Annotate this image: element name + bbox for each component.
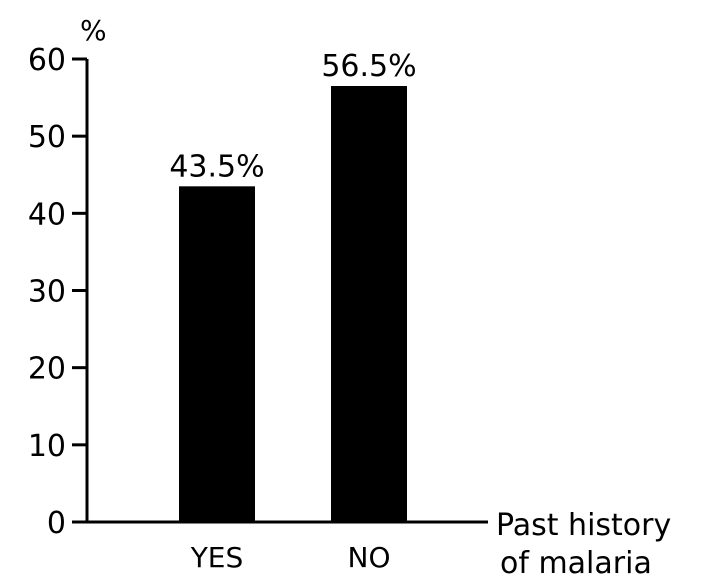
y-tick-label: 60 xyxy=(28,43,66,78)
y-tick-label: 20 xyxy=(28,352,66,387)
bar-yes xyxy=(179,186,255,522)
data-label: 56.5% xyxy=(321,49,416,84)
x-axis-title-line-1: Past history xyxy=(496,508,671,543)
y-axis-ticks: 0 10 20 30 40 50 60 xyxy=(28,43,87,541)
bar-no xyxy=(331,86,407,522)
x-category-label: YES xyxy=(190,541,244,574)
data-label: 43.5% xyxy=(169,149,264,184)
bars: 43.5% YES 56.5% NO xyxy=(169,49,416,574)
x-category-label: NO xyxy=(348,541,391,574)
y-tick-label: 30 xyxy=(28,275,66,310)
y-axis-unit-label: % xyxy=(80,14,107,47)
y-tick-label: 0 xyxy=(47,506,66,541)
y-tick-label: 40 xyxy=(28,197,66,232)
y-tick-label: 50 xyxy=(28,120,66,155)
y-tick-label: 10 xyxy=(28,429,66,464)
x-axis-title-line-2: of malaria xyxy=(500,546,652,579)
